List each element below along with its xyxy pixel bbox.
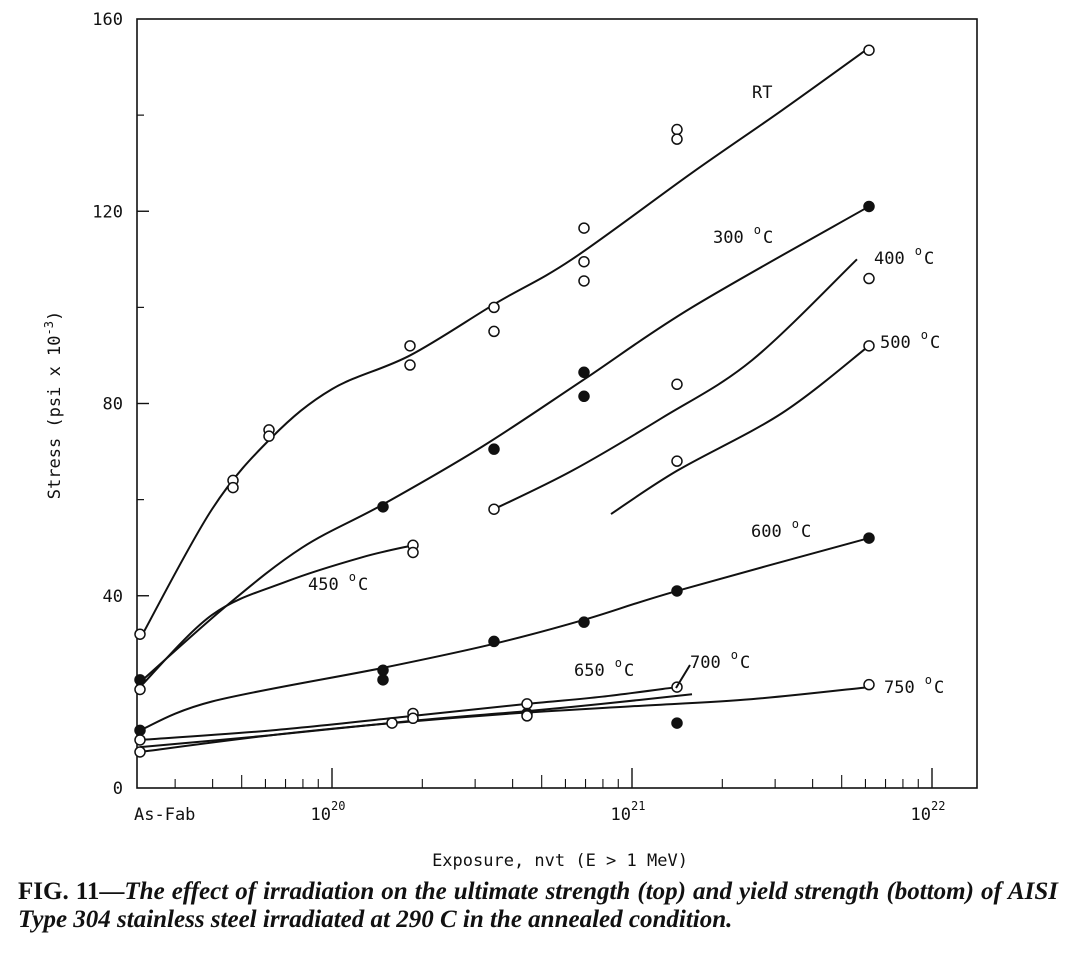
x-origin-label: As-Fab (134, 805, 195, 825)
filled-data-point (377, 664, 389, 676)
filled-data-point (863, 532, 875, 544)
open-data-point (863, 340, 875, 352)
filled-data-point (488, 443, 500, 455)
y-tick-label: 40 (103, 587, 123, 607)
filled-data-point (377, 674, 389, 686)
open-data-point (863, 44, 875, 56)
open-data-point (521, 710, 533, 722)
open-data-point (863, 678, 875, 691)
filled-data-point (671, 717, 683, 729)
open-data-point (863, 272, 875, 285)
open-data-point (263, 430, 275, 442)
figure-number: FIG. 11— (18, 878, 125, 905)
series-label: 300 o C (713, 223, 773, 248)
series-label: 450 o C (308, 570, 368, 595)
open-data-point (488, 503, 500, 515)
plot-frame (136, 18, 978, 789)
open-data-point (134, 683, 146, 696)
series-labels: RT 300 o C 400 o C 500 o C 450 o C 600 o C 650 o C 700 o C 750… (308, 83, 944, 698)
filled-data-point (671, 585, 683, 597)
y-tick-label: 120 (92, 202, 123, 222)
open-data-point (671, 123, 683, 136)
series-curve (493, 258, 858, 511)
filled-data-point (377, 501, 389, 513)
data-points (134, 44, 875, 758)
open-data-point (134, 628, 146, 640)
open-data-point (578, 255, 590, 268)
filled-data-point (578, 366, 590, 379)
open-data-point (386, 717, 398, 729)
filled-data-point (488, 635, 500, 648)
series-curves (139, 47, 870, 753)
filled-data-point (134, 674, 146, 686)
open-data-point (578, 275, 590, 287)
series-label: RT (752, 83, 772, 103)
stress-vs-exposure-chart: 0 40 80 120 160 1020 1021 1022 As-Fab RT 300 o C 400… (42, 10, 978, 871)
series-label: 700 o C (690, 648, 750, 673)
y-tick-label: 0 (113, 779, 123, 799)
open-data-point (227, 481, 239, 494)
open-data-point (671, 133, 683, 145)
series-curve (139, 544, 414, 688)
filled-data-point (578, 616, 590, 628)
open-data-point (134, 746, 146, 758)
series-curve (139, 537, 870, 732)
x-tick-label: 1020 (311, 799, 346, 825)
y-tick-label: 80 (103, 395, 123, 415)
series-label: 600 o C (751, 517, 811, 542)
series-curve (139, 47, 870, 640)
series-label: 750 o C (884, 673, 944, 698)
open-data-point (404, 359, 416, 371)
open-data-point (407, 712, 419, 725)
figure-caption: FIG. 11—The effect of irradiation on the… (18, 878, 1058, 934)
axis-ticks: 0 40 80 120 160 1020 1021 1022 As-Fab (92, 10, 945, 825)
series-curve (139, 686, 678, 741)
open-data-point (404, 340, 416, 352)
open-data-point (671, 455, 683, 467)
y-tick-label: 160 (92, 10, 123, 30)
series-label: 650 o C (574, 656, 634, 681)
series-curve (139, 205, 870, 684)
filled-data-point (134, 724, 146, 737)
series-curve (610, 345, 870, 515)
series-label: 400 o C (874, 244, 934, 269)
y-axis-label: Stress (psi x 10-3) (42, 311, 65, 499)
x-axis-label: Exposure, nvt (E > 1 MeV) (432, 851, 688, 871)
filled-data-point (863, 200, 875, 213)
open-data-point (521, 698, 533, 710)
caption-text: The effect of irradiation on the ultimat… (18, 878, 1059, 933)
x-tick-label: 1022 (911, 799, 946, 825)
open-data-point (488, 301, 500, 314)
label-leader-line (675, 664, 691, 689)
open-data-point (578, 222, 590, 234)
open-data-point (407, 546, 419, 559)
series-curve (139, 686, 870, 753)
open-data-point (671, 378, 683, 391)
filled-data-point (578, 390, 590, 403)
x-tick-label: 1021 (611, 799, 646, 825)
open-data-point (134, 734, 146, 746)
open-data-point (488, 325, 500, 338)
series-label: 500 o C (880, 328, 940, 353)
